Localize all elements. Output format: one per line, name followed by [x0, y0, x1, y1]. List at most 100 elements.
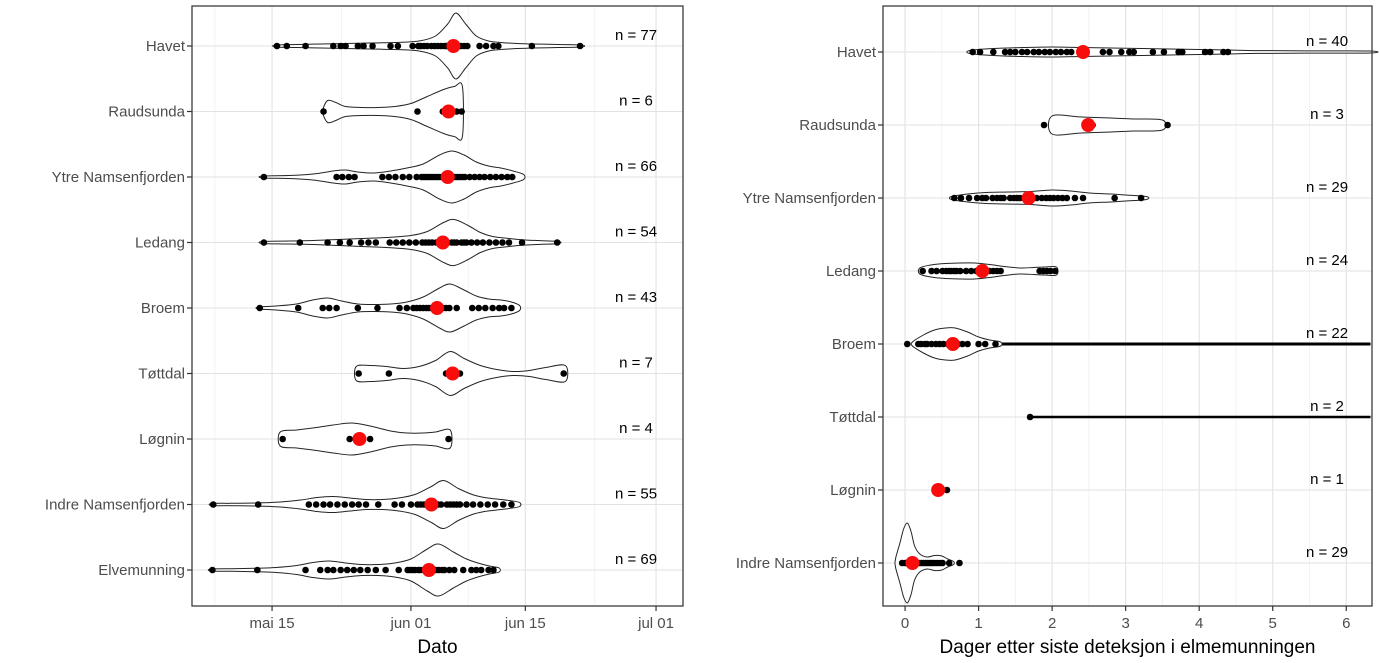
data-point: [1111, 194, 1118, 202]
data-point: [320, 501, 327, 508]
data-point: [479, 239, 487, 246]
data-point: [450, 566, 458, 574]
data-point: [1149, 48, 1157, 56]
data-point: [254, 501, 262, 508]
plot-panel-left: mai 15 jun 01 jun 15 jul 01 Havet n = 77 Rauds…: [45, 5, 684, 658]
mean-point: [931, 483, 946, 497]
data-point: [346, 435, 353, 443]
data-point: [385, 370, 393, 377]
data-point: [398, 501, 406, 508]
data-point: [1206, 48, 1214, 56]
data-point: [1160, 48, 1168, 56]
data-point: [355, 501, 362, 508]
data-point: [399, 239, 407, 246]
data-point: [490, 566, 497, 574]
n-count-label: n = 2: [1310, 398, 1344, 415]
data-point: [560, 370, 568, 377]
data-point: [463, 501, 470, 508]
data-point: [333, 173, 340, 181]
mean-point: [421, 563, 436, 577]
data-point: [490, 42, 497, 50]
x-tick-label: 4: [1195, 615, 1203, 632]
n-count-label: n = 54: [615, 224, 657, 241]
data-point: [1071, 194, 1079, 202]
data-point: [956, 267, 964, 275]
data-point: [1041, 48, 1049, 56]
y-axis-label: Løgnin: [830, 482, 876, 499]
data-point: [1052, 48, 1060, 56]
data-point: [919, 267, 927, 275]
y-axis-label: Indre Namsenfjorden: [736, 555, 876, 572]
data-point: [343, 566, 351, 574]
data-point: [933, 267, 940, 275]
mean-point: [446, 39, 461, 53]
n-count-label: n = 55: [615, 486, 657, 503]
data-point: [254, 566, 261, 574]
n-count-label: n = 7: [619, 355, 653, 372]
data-point: [464, 42, 471, 50]
data-point: [345, 173, 353, 181]
x-tick-label: 5: [1269, 615, 1277, 632]
data-point: [518, 239, 526, 246]
y-axis-label: Tøttdal: [138, 366, 185, 383]
data-point: [943, 486, 951, 494]
data-point: [939, 559, 946, 567]
data-point: [992, 340, 999, 348]
data-point: [468, 304, 476, 312]
n-count-label: n = 6: [619, 93, 653, 110]
data-point: [326, 501, 334, 508]
y-axis-label: Havet: [837, 44, 877, 61]
data-point: [1012, 48, 1019, 56]
mean-point: [441, 104, 456, 119]
panel-background: [883, 6, 1372, 606]
data-point: [473, 566, 480, 574]
data-point: [1117, 48, 1125, 56]
data-point: [392, 173, 399, 181]
data-point: [508, 501, 515, 508]
data-point: [372, 566, 380, 574]
mean-point: [1021, 191, 1036, 205]
data-point: [392, 239, 400, 246]
data-point: [372, 239, 380, 246]
data-point: [342, 42, 349, 50]
violin-Broem: [255, 283, 522, 333]
data-point: [387, 42, 394, 50]
violin-Raudsunda: [321, 82, 464, 141]
data-point: [1130, 48, 1138, 56]
data-point: [312, 501, 320, 508]
data-point: [360, 42, 367, 50]
data-point: [1026, 413, 1034, 421]
data-point: [385, 173, 393, 181]
data-point: [477, 566, 485, 574]
y-axis-label: Broem: [832, 336, 876, 353]
data-point: [365, 239, 372, 246]
data-point: [1001, 48, 1009, 56]
data-point: [1035, 48, 1043, 56]
data-point: [498, 173, 505, 181]
n-count-label: n = 77: [615, 27, 657, 44]
data-point: [956, 559, 963, 567]
data-point: [283, 42, 291, 50]
data-point: [473, 239, 481, 246]
data-point: [504, 173, 511, 181]
data-point: [325, 304, 333, 312]
n-count-label: n = 66: [615, 158, 657, 175]
data-point: [374, 501, 382, 508]
data-point: [406, 239, 413, 246]
data-point: [260, 173, 268, 181]
n-count-label: n = 22: [1306, 325, 1348, 342]
data-point: [279, 435, 286, 443]
data-point: [453, 239, 460, 246]
data-point: [445, 435, 452, 443]
data-point: [209, 566, 216, 574]
data-point: [468, 566, 475, 574]
mean-point: [430, 301, 445, 315]
data-point: [951, 194, 958, 202]
n-count-label: n = 29: [1306, 179, 1348, 196]
data-point: [256, 304, 264, 312]
data-point: [305, 501, 313, 508]
data-point: [499, 501, 507, 508]
data-point: [500, 304, 508, 312]
data-point: [990, 48, 997, 56]
panel-border: [191, 5, 684, 607]
